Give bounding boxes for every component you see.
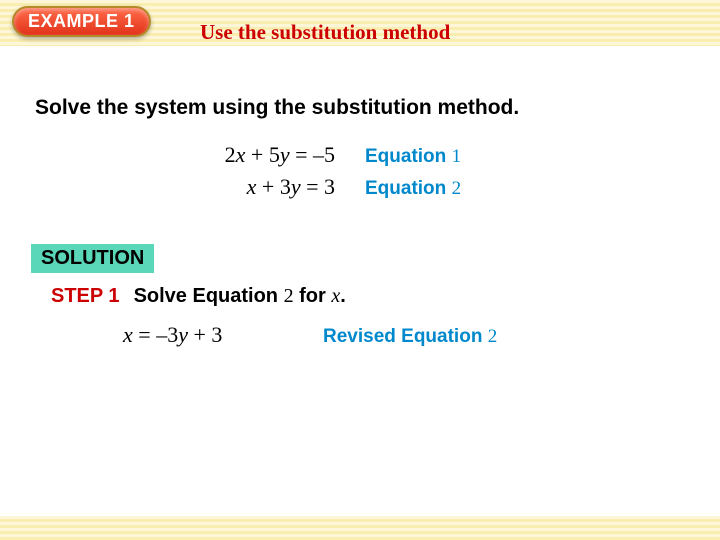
equation-row-1: 2x + 5y = –5 Equation 1 [35,142,685,168]
revised-equation-row: x = –3y + 3 Revised Equation 2 [123,322,685,348]
example-badge: EXAMPLE 1 [12,6,151,37]
step-1-text: Solve Equation 2 for x. [134,285,346,308]
equation-row-2: x + 3y = 3 Equation 2 [35,174,685,200]
revised-equation-label: Revised Equation 2 [323,326,497,348]
step-1-row: STEP 1 Solve Equation 2 for x. [51,285,685,308]
revised-equation-math: x = –3y + 3 [123,322,323,348]
equation-2-math: x + 3y = 3 [35,174,365,200]
equation-1-label: Equation 1 [365,146,461,168]
step-1-label: STEP 1 [51,285,120,308]
equation-1-math: 2x + 5y = –5 [35,142,365,168]
example-badge-text: EXAMPLE 1 [28,11,135,31]
equation-2-label: Equation 2 [365,178,461,200]
problem-statement: Solve the system using the substitution … [35,96,685,120]
bottom-stripe-band [0,516,720,540]
slide-title: Use the substitution method [200,20,450,45]
content-area: Solve the system using the substitution … [0,46,720,348]
solution-badge: SOLUTION [31,244,154,273]
